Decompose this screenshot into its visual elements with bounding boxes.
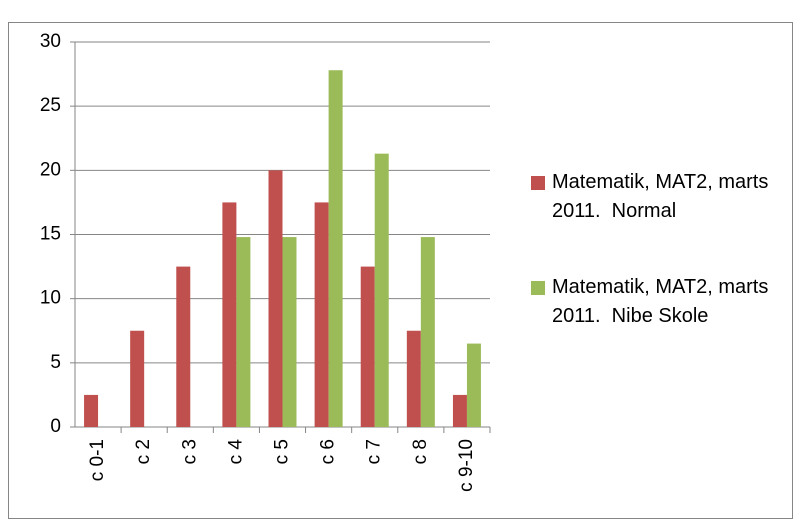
bar bbox=[314, 202, 329, 427]
y-tick-label: 20 bbox=[40, 159, 61, 180]
y-tick-label: 25 bbox=[40, 95, 61, 116]
x-tick-label: c 0-1 bbox=[87, 439, 108, 481]
x-tick-label: c 7 bbox=[364, 439, 385, 464]
bar bbox=[84, 394, 99, 427]
bar bbox=[360, 266, 375, 427]
bar bbox=[452, 394, 467, 427]
x-tick-label: c 2 bbox=[133, 439, 154, 464]
y-tick-label: 15 bbox=[40, 224, 61, 245]
y-tick-label: 30 bbox=[40, 31, 61, 52]
bar bbox=[406, 330, 421, 427]
x-tick-label: c 9-10 bbox=[456, 439, 477, 492]
legend-swatch bbox=[531, 176, 545, 190]
legend-label: Matematik, MAT2, marts 2011. Nibe Skole bbox=[552, 276, 774, 327]
bar bbox=[176, 266, 191, 427]
x-tick-label: c 3 bbox=[179, 439, 200, 464]
y-tick-label: 0 bbox=[50, 416, 61, 437]
y-tick-label: 5 bbox=[50, 352, 61, 373]
x-tick-label: c 8 bbox=[410, 439, 431, 464]
bar bbox=[130, 330, 145, 427]
bar bbox=[282, 237, 297, 427]
y-tick-label: 10 bbox=[40, 288, 61, 309]
bar bbox=[236, 237, 251, 427]
bar bbox=[420, 237, 435, 427]
chart-frame bbox=[8, 22, 793, 519]
x-tick-label: c 5 bbox=[272, 439, 293, 464]
legend-swatch bbox=[531, 281, 545, 295]
bar bbox=[374, 153, 389, 427]
bar bbox=[268, 170, 283, 428]
x-tick-label: c 6 bbox=[318, 439, 339, 464]
legend-label: Matematik, MAT2, marts 2011. Normal bbox=[552, 171, 774, 222]
x-tick-label: c 4 bbox=[225, 439, 246, 465]
bar bbox=[222, 202, 237, 427]
bar bbox=[466, 343, 481, 427]
bar bbox=[328, 70, 343, 427]
